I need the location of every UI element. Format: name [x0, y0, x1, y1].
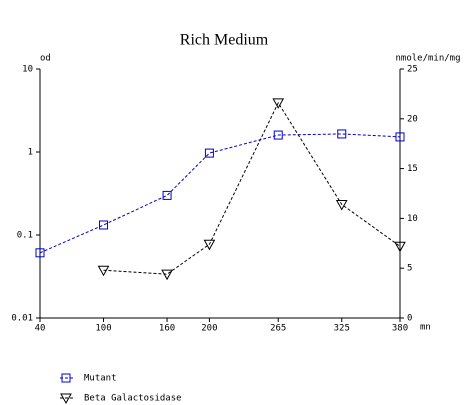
x-tick-label: 325: [334, 324, 350, 334]
marker: [162, 190, 172, 200]
y-axis-label: od: [40, 54, 51, 64]
marker: [394, 241, 406, 253]
series-line: [39, 133, 401, 254]
marker: [161, 269, 173, 281]
x-tick-label: 265: [270, 324, 286, 334]
chart-title: Rich Medium: [180, 32, 269, 49]
y-tick-label: 0.1: [17, 231, 33, 241]
x-tick-label: 200: [201, 324, 217, 334]
y2-tick-label: 10: [407, 214, 418, 224]
series-line: [103, 101, 401, 275]
marker: [273, 130, 283, 140]
marker: [272, 98, 285, 109]
marker: [337, 129, 347, 139]
marker: [395, 132, 405, 142]
y2-tick-label: 15: [407, 164, 418, 174]
y-tick-label: 10: [22, 65, 33, 75]
y-tick-label: 0.01: [11, 314, 33, 324]
marker: [35, 248, 45, 258]
legend-marker: [60, 393, 72, 405]
x-tick-label: 160: [159, 324, 175, 334]
legend-label: Beta Galactosidase: [84, 394, 182, 404]
marker: [204, 148, 214, 158]
legend-marker: [61, 373, 71, 383]
x-tick-label: 100: [95, 324, 111, 334]
marker: [335, 199, 348, 211]
x-tick-label: 40: [35, 324, 46, 334]
marker: [99, 220, 109, 230]
y2-tick-label: 25: [407, 65, 418, 75]
y2-tick-label: 5: [407, 264, 412, 274]
marker: [203, 239, 216, 251]
x-tick-label: 380: [392, 324, 408, 334]
marker: [97, 265, 110, 277]
y2-tick-label: 0: [407, 314, 412, 324]
x-axis-label: mn: [420, 323, 431, 333]
y2-tick-label: 20: [407, 114, 418, 124]
y2-axis-label: nmole/min/mg: [395, 54, 460, 64]
y-tick-label: 1: [28, 148, 33, 158]
legend-label: Mutant: [84, 374, 117, 384]
